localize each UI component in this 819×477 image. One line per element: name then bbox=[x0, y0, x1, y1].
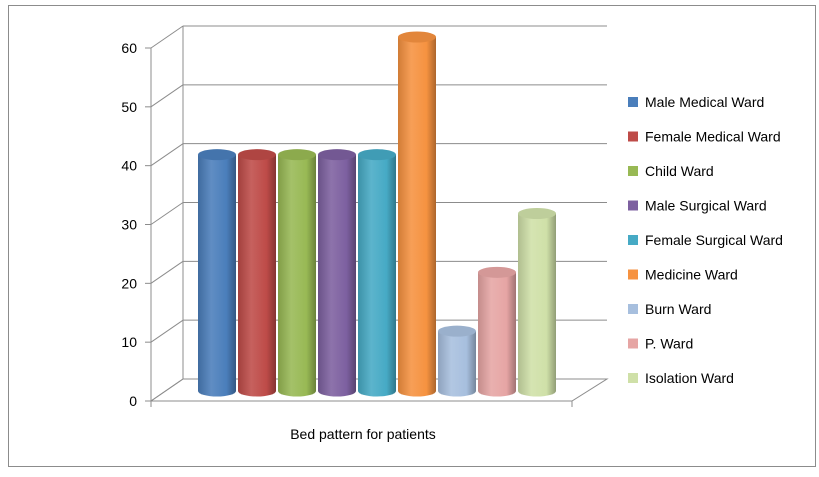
legend-swatch bbox=[628, 166, 638, 176]
bar-top bbox=[478, 266, 516, 278]
legend-item: Isolation Ward bbox=[628, 370, 734, 386]
bar bbox=[238, 149, 276, 397]
legend-swatch bbox=[628, 304, 638, 314]
legend-item: P. Ward bbox=[628, 336, 693, 352]
legend-label: Isolation Ward bbox=[645, 370, 734, 386]
legend-label: Male Medical Ward bbox=[645, 94, 764, 110]
gridline-side bbox=[150, 319, 184, 343]
y-tick-label: 0 bbox=[129, 393, 137, 409]
gridline-side bbox=[150, 84, 184, 108]
bar-body bbox=[198, 154, 236, 397]
bar bbox=[318, 149, 356, 397]
y-tick-label: 60 bbox=[121, 40, 137, 56]
legend-item: Female Medical Ward bbox=[628, 129, 781, 145]
bar bbox=[198, 149, 236, 397]
legend-item: Female Surgical Ward bbox=[628, 232, 783, 248]
legend-label: Child Ward bbox=[645, 163, 714, 179]
legend-item: Burn Ward bbox=[628, 301, 711, 317]
bar-top bbox=[358, 149, 396, 161]
legend-item: Male Medical Ward bbox=[628, 94, 764, 110]
bar bbox=[438, 325, 476, 397]
gridline-side bbox=[150, 143, 184, 167]
legend-item: Child Ward bbox=[628, 163, 714, 179]
legend-swatch bbox=[628, 200, 638, 211]
bar-body bbox=[478, 272, 516, 397]
bar bbox=[278, 149, 316, 397]
bar-top bbox=[438, 325, 476, 337]
legend-swatch bbox=[628, 373, 638, 383]
legend-label: Medicine Ward bbox=[645, 267, 738, 283]
legend-swatch bbox=[628, 235, 638, 245]
legend-item: Male Surgical Ward bbox=[628, 198, 767, 214]
bar-top bbox=[398, 31, 436, 43]
legend-swatch bbox=[628, 97, 638, 107]
legend: Male Medical Ward Female Medical Ward Chil… bbox=[628, 94, 783, 386]
y-tick-label: 40 bbox=[121, 158, 137, 174]
gridline-side bbox=[150, 25, 184, 49]
y-tick-label: 30 bbox=[121, 217, 137, 233]
bars bbox=[198, 31, 556, 397]
y-tick-labels: 0 10 20 30 40 50 60 bbox=[121, 40, 137, 409]
bar bbox=[478, 266, 516, 397]
bar bbox=[398, 31, 436, 397]
legend-label: Female Surgical Ward bbox=[645, 232, 783, 248]
legend-item: Medicine Ward bbox=[628, 267, 738, 283]
legend-swatch bbox=[628, 269, 638, 280]
bar-top bbox=[278, 149, 316, 161]
legend-label: Male Surgical Ward bbox=[645, 198, 767, 214]
bar-body bbox=[238, 154, 276, 397]
y-tick-label: 10 bbox=[121, 334, 137, 350]
y-tick-label: 20 bbox=[121, 275, 137, 291]
legend-swatch bbox=[628, 131, 638, 142]
bar-body bbox=[398, 37, 436, 397]
x-axis-label: Bed pattern for patients bbox=[290, 426, 436, 442]
legend-label: P. Ward bbox=[645, 336, 693, 352]
floor bbox=[149, 378, 609, 402]
legend-label: Female Medical Ward bbox=[645, 129, 781, 145]
bar-top bbox=[198, 149, 236, 161]
bar-body bbox=[318, 154, 356, 397]
bar-body bbox=[278, 154, 316, 397]
bar-body bbox=[438, 331, 476, 397]
gridline-side bbox=[150, 202, 184, 225]
gridline-side bbox=[150, 260, 184, 284]
bar bbox=[358, 149, 396, 397]
axes bbox=[145, 47, 609, 407]
bar-body bbox=[518, 213, 556, 397]
bar-top bbox=[318, 149, 356, 161]
legend-swatch bbox=[628, 338, 638, 349]
bar-body bbox=[358, 154, 396, 397]
y-tick-label: 50 bbox=[121, 99, 137, 115]
bar bbox=[518, 208, 556, 397]
bar-top bbox=[238, 149, 276, 161]
bar-top bbox=[518, 208, 556, 219]
legend-label: Burn Ward bbox=[645, 301, 711, 317]
